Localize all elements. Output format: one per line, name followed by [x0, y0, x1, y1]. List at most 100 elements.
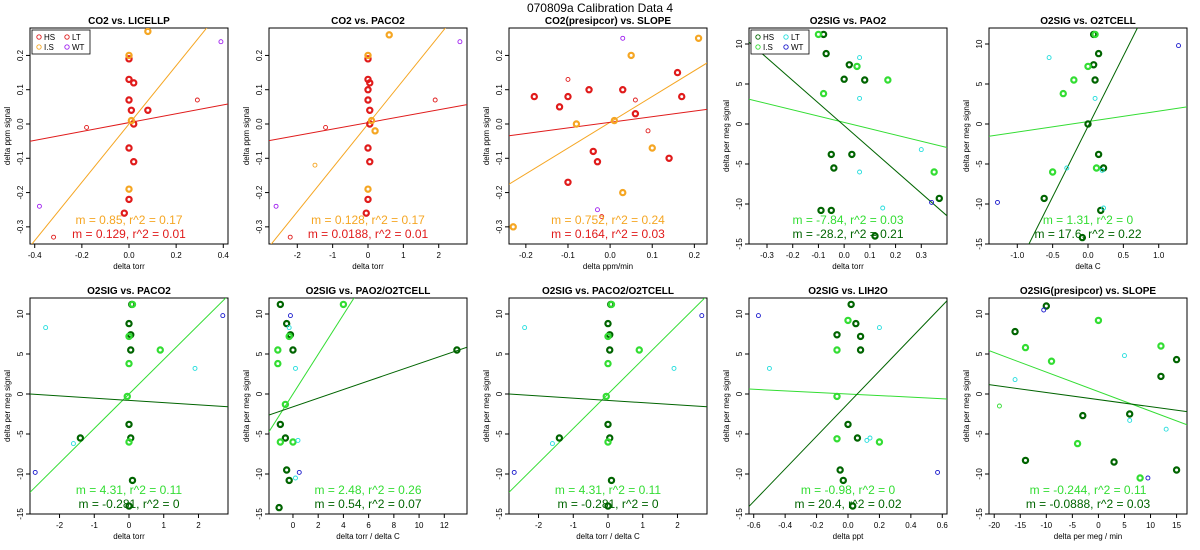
data-point — [125, 438, 133, 446]
data-point — [1089, 61, 1098, 69]
data-point — [1110, 458, 1118, 466]
data-point — [833, 435, 841, 443]
y-tick-label: -0.1 — [255, 151, 264, 165]
y-tick-label: 10 — [735, 39, 744, 48]
data-point — [619, 188, 627, 197]
plot-frame — [988, 297, 1188, 515]
data-point — [1047, 357, 1056, 365]
x-axis-label: delta torr — [352, 262, 384, 271]
data-point — [36, 203, 42, 209]
data-point — [827, 150, 835, 159]
data-point — [453, 346, 461, 354]
fit-line — [269, 298, 355, 432]
y-tick-label: -5 — [975, 160, 984, 168]
data-point — [880, 205, 886, 211]
data-point — [128, 300, 137, 309]
y-tick-label: -0.3 — [495, 219, 504, 233]
y-tick-label: 0 — [735, 391, 744, 396]
chart-title: CO2 vs. LICELLP — [88, 16, 170, 27]
fit-annotation: m = -0.281, r^2 = 0 — [78, 497, 179, 511]
data-point — [125, 319, 133, 328]
data-point — [604, 420, 612, 429]
data-point — [364, 75, 372, 84]
x-tick-label: -0.1 — [561, 251, 575, 260]
data-point — [1172, 355, 1181, 364]
data-point — [844, 420, 852, 429]
y-tick-label: -5 — [735, 430, 744, 438]
fit-lines — [749, 300, 947, 507]
data-point — [367, 116, 376, 125]
chart-panel-3: CO2(presipcor) vs. SLOPE -0.2 -0.1 0.0 0.1 0.… — [482, 16, 708, 271]
data-point — [1048, 168, 1057, 176]
data-point — [814, 30, 823, 39]
x-axis-label: delta torr / delta C — [576, 532, 640, 541]
plot-frame — [748, 27, 948, 245]
plot-frame — [508, 27, 708, 245]
fit-annotation: m = 1.31, r^2 = 0 — [1043, 213, 1134, 227]
x-tick-label: 0.4 — [905, 521, 917, 530]
data-point — [595, 207, 600, 213]
x-tick-label: -0.4 — [28, 251, 42, 260]
x-tick-label: -0.1 — [812, 251, 826, 260]
x-tick-label: 10 — [415, 521, 424, 530]
chart-panel-5: O2SIG vs. O2TCELL -1.0 -0.5 0.0 0.5 1.0 delta … — [962, 16, 1188, 271]
x-axis-label: delta C — [1075, 262, 1101, 271]
y-tick-label: 0 — [975, 391, 984, 396]
fit-annotation: m = -0.98, r^2 = 0 — [801, 483, 896, 497]
data-point — [604, 332, 612, 341]
y-tick-label: -15 — [16, 508, 25, 520]
data-point — [1127, 417, 1133, 423]
x-tick-label: -2 — [294, 251, 302, 260]
y-tick-label: 10 — [255, 309, 264, 318]
data-point — [125, 420, 133, 429]
data-point — [755, 313, 761, 319]
y-tick-label: -0.3 — [255, 219, 264, 233]
data-point — [884, 76, 892, 84]
data-point — [364, 51, 372, 60]
y-axis-label: delta per meg signal — [962, 370, 971, 442]
data-point — [530, 92, 538, 101]
chart-title: CO2(presipcor) vs. SLOPE — [545, 16, 671, 27]
data-point — [1059, 89, 1067, 98]
data-point — [276, 438, 285, 446]
x-tick-label: 0.0 — [842, 521, 854, 530]
legend-marker — [64, 34, 70, 40]
data-point — [385, 31, 393, 39]
x-tick-label: 0.2 — [171, 251, 183, 260]
data-point — [1094, 150, 1103, 159]
x-tick-label: -0.4 — [778, 521, 792, 530]
data-point — [648, 144, 656, 152]
data-point — [861, 76, 869, 84]
fit-line — [31, 28, 208, 244]
data-point — [364, 185, 372, 193]
data-point — [935, 469, 941, 475]
data-point — [274, 359, 282, 368]
data-point — [364, 195, 372, 204]
y-tick-label: 10 — [735, 309, 744, 318]
data-point — [1094, 49, 1103, 58]
data-point — [833, 392, 841, 401]
data-point — [125, 195, 133, 204]
y-axis-label: delta ppm signal — [482, 107, 491, 165]
y-tick-label: -15 — [975, 508, 984, 520]
x-axis-label: delta per meg / min — [1054, 532, 1122, 541]
data-point — [599, 214, 605, 220]
data-point — [286, 325, 292, 331]
x-tick-label: 0.1 — [864, 251, 876, 260]
data-point — [125, 144, 133, 152]
data-point — [125, 55, 133, 63]
data-point — [323, 124, 329, 130]
data-point — [620, 35, 626, 41]
x-tick-label: 6 — [366, 521, 371, 530]
data-point — [218, 39, 224, 45]
legend-marker — [755, 34, 761, 40]
chart-title: CO2 vs. PACO2 — [331, 16, 405, 27]
chart-panel-4: O2SIG vs. PAO2 -0.3 -0.2 -0.1 0.0 0.1 0.2 0.3 de… — [722, 16, 948, 271]
legend-label: HS — [763, 33, 774, 42]
data-point — [125, 75, 133, 84]
data-point — [1136, 474, 1144, 482]
data-point — [1157, 372, 1165, 381]
data-point — [876, 325, 882, 331]
data-point — [671, 365, 677, 371]
chart-panel-7: O2SIG vs. PAO2/O2TCELL 0 2 4 6 8 10 12 delta tor… — [242, 286, 468, 541]
